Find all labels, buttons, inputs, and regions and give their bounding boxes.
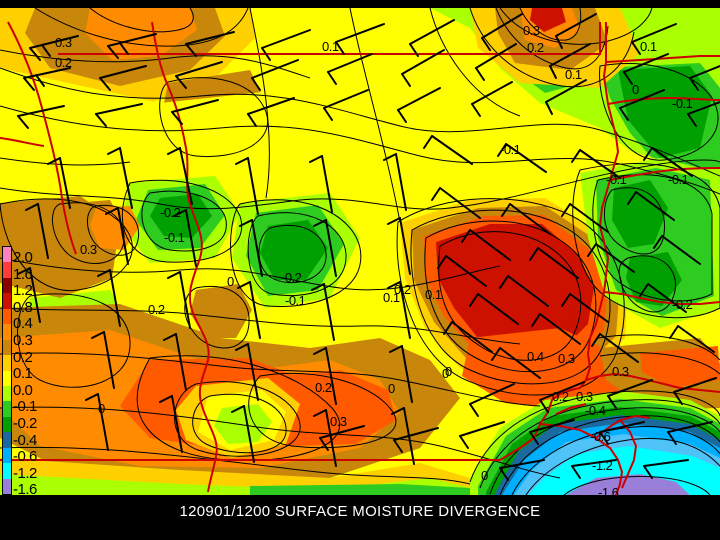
contour-label: -0.1	[285, 293, 306, 308]
page-title: 120901/1200 SURFACE MOISTURE DIVERGENCE	[179, 503, 541, 520]
colorbar-swatch	[3, 401, 11, 417]
colorbar-tick-label: -1.2	[13, 464, 37, 482]
colorbar-tick-label: 0.8	[13, 298, 33, 316]
top-margin	[0, 0, 720, 8]
colorbar-swatch	[3, 478, 11, 494]
contour-label: -0.1	[606, 172, 627, 187]
colorbar-swatch	[3, 355, 11, 371]
contour-label: 0.2	[315, 380, 332, 395]
contour-label: -1.6	[598, 485, 619, 495]
colorbar-tick-label: 0.1	[13, 365, 33, 383]
colorbar-tick-label: 0.4	[13, 315, 33, 333]
colorbar-tick-label: 1.6	[13, 265, 33, 283]
contour-label: 0.1	[322, 39, 339, 54]
colorbar-swatch	[3, 324, 11, 340]
colorbar-tick-label: 0.3	[13, 332, 33, 349]
contour-label: 0.2	[552, 389, 569, 404]
contour-label: 0.2	[527, 40, 544, 55]
contour-label: 0	[632, 82, 639, 97]
contour-label: -0.1	[164, 230, 185, 245]
contour-label: 0.2	[394, 282, 411, 297]
contour-label: -0.1	[668, 172, 689, 187]
colorbar-swatches[interactable]	[2, 246, 12, 495]
contour-label: 0.1	[425, 287, 442, 302]
colorbar-swatch	[3, 262, 11, 278]
colorbar-swatch	[3, 308, 11, 325]
contour-label: 0.1	[640, 39, 657, 54]
colorbar-swatch	[3, 339, 11, 356]
colorbar-tick-label: 1.2	[13, 282, 33, 300]
contour-label: 0	[227, 274, 234, 289]
contour-label: -0.4	[585, 403, 606, 418]
contour-label: 0.4	[527, 349, 544, 364]
colorbar-swatch	[3, 447, 11, 464]
contour-label: -0.1	[672, 96, 693, 111]
colorbar-swatch	[3, 293, 11, 309]
contour-label: 0.3	[523, 23, 540, 38]
colorbar-swatch	[3, 463, 11, 479]
contour-label: 0.3	[55, 35, 72, 50]
colorbar-tick-label: -0.2	[13, 415, 37, 432]
colorbar-tick-label: 2.0	[13, 249, 33, 266]
colorbar-swatch	[3, 277, 11, 294]
contour-label: -0.6	[590, 429, 611, 444]
contour-label: 0.3	[558, 351, 575, 366]
contour-label: 0.1	[383, 290, 400, 305]
map-plot-area[interactable]: 0.3 0.2 0.1 0.3 0.2 0.1 -0.1 -0.1 0 0.1 -0.1 -0.1 0.…	[0, 8, 720, 495]
colorbar-swatch	[3, 432, 11, 448]
contour-label: 0.3	[80, 242, 97, 257]
contour-label: 0.1	[565, 67, 582, 82]
colorbar-swatch	[3, 247, 11, 263]
colorbar-swatch	[3, 416, 11, 433]
colorbar-tick-label: -0.6	[13, 448, 37, 466]
colorbar-tick-label: -1.6	[13, 481, 37, 499]
colorbar-tick-label: -0.1	[13, 398, 37, 416]
contour-label: 0.2	[148, 302, 165, 317]
colorbar-tick-label: 0.2	[13, 348, 33, 366]
contour-label: 0	[98, 401, 105, 416]
contour-label: 0	[445, 364, 452, 379]
contour-label: -0.2	[672, 297, 693, 312]
colorbar-tick-label: 0.0	[13, 381, 33, 399]
colorbar-swatch	[3, 385, 11, 402]
contour-label: -0.1	[500, 142, 521, 157]
title-bar: 120901/1200 SURFACE MOISTURE DIVERGENCE	[0, 495, 720, 540]
contour-field-svg	[0, 8, 720, 495]
contour-label: -0.2	[281, 270, 302, 285]
contour-label: 0	[481, 468, 488, 483]
colorbar-tick-label: -0.4	[13, 431, 37, 449]
contour-label: 0.3	[330, 414, 347, 429]
contour-label: -1.2	[592, 458, 613, 473]
contour-label: 0	[388, 381, 395, 396]
contour-label: 0.3	[576, 389, 593, 404]
contour-label: 0	[442, 366, 449, 381]
contour-label: 0.3	[612, 364, 629, 379]
contour-label: 0.2	[55, 55, 72, 70]
colorbar-labels: 2.0 1.6 1.2 0.8 0.4 0.3 0.2 0.1 0.0 -0.1 -0.2 -0.4-…	[13, 244, 47, 499]
colorbar-swatch	[3, 370, 11, 386]
contour-label: -0.2	[160, 205, 181, 220]
